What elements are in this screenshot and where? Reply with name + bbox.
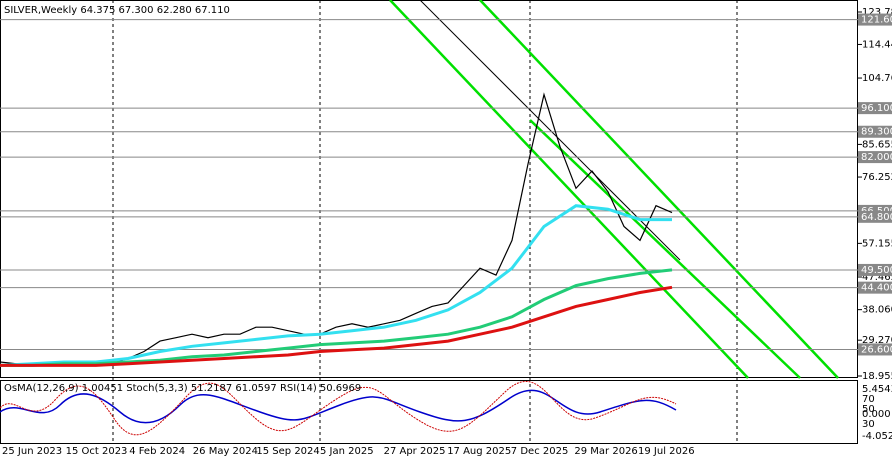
y-tick-label: 85.655 <box>862 139 892 150</box>
indicator-header: OsMA(12,26,9) 1.00451 Stoch(5,3,3) 51.21… <box>4 383 361 394</box>
level-box <box>858 102 892 115</box>
y-tick-label: 114.440 <box>862 39 892 50</box>
symbol-header: SILVER,Weekly 64.375 67.300 62.280 67.11… <box>4 5 230 16</box>
level-label: 49.500 <box>861 265 892 276</box>
open: 64.375 <box>80 5 115 16</box>
moving-average <box>0 285 673 367</box>
close: 67.110 <box>195 5 230 16</box>
y-tick-label: 104.765 <box>862 73 892 84</box>
x-tick-label: 26 May 2024 <box>193 446 258 457</box>
x-tick-label: 15 Oct 2023 <box>66 446 128 457</box>
y-tick-label: 18.955 <box>862 371 892 382</box>
level-box <box>858 263 892 276</box>
level-box <box>858 210 892 223</box>
indicator-scale-label: -4.0521 <box>862 431 892 442</box>
level-label: 64.800 <box>861 212 892 223</box>
y-tick-label: 47.465 <box>862 272 892 283</box>
indicator-scale-label: 0.000 <box>862 409 891 420</box>
y-tick-label: 57.155 <box>862 238 892 249</box>
stoch-line <box>0 381 677 436</box>
x-tick-label: 27 Apr 2025 <box>384 446 446 457</box>
channel-lines <box>389 0 839 379</box>
high: 67.300 <box>119 5 154 16</box>
x-tick-label: 25 Jun 2023 <box>2 446 62 457</box>
indicator-scale-label: 30 <box>862 419 875 430</box>
level-box <box>858 281 892 294</box>
main-panel <box>0 0 858 378</box>
level-box <box>858 13 892 26</box>
moving-average <box>0 268 673 367</box>
y-tick-label: 123.785 <box>862 7 892 18</box>
x-tick-label: 15 Sep 2024 <box>256 446 319 457</box>
indicator-scale-label: 50 <box>862 404 875 415</box>
level-box <box>858 343 892 356</box>
level-label: 121.600 <box>861 15 892 26</box>
x-tick-label: 7 Dec 2025 <box>511 446 569 457</box>
level-box <box>858 125 892 138</box>
period-separators <box>112 0 738 444</box>
moving-average <box>0 204 672 367</box>
y-tick-label: 38.060 <box>862 305 892 316</box>
oscillator-line <box>0 389 677 424</box>
level-label: 89.300 <box>861 127 892 138</box>
y-tick-label: 29.270 <box>862 335 892 346</box>
low: 62.280 <box>157 5 192 16</box>
x-tick-label: 17 Aug 2025 <box>447 446 511 457</box>
level-label: 26.600 <box>861 344 892 355</box>
x-tick-label: 19 Jul 2026 <box>638 446 695 457</box>
level-label: 82.000 <box>861 152 892 163</box>
level-box <box>858 151 892 164</box>
x-tick-label: 4 Feb 2024 <box>129 446 185 457</box>
symbol: SILVER,Weekly <box>4 5 77 16</box>
y-tick-label: 76.252 <box>862 172 892 183</box>
level-label: 96.100 <box>861 103 892 114</box>
level-label: 44.400 <box>861 283 892 294</box>
x-tick-label: 5 Jan 2025 <box>320 446 374 457</box>
x-tick-label: 29 Mar 2026 <box>574 446 637 457</box>
indicator-scale-label: 70 <box>862 394 875 405</box>
indicator-scale-label: 5.45436 <box>862 384 892 395</box>
